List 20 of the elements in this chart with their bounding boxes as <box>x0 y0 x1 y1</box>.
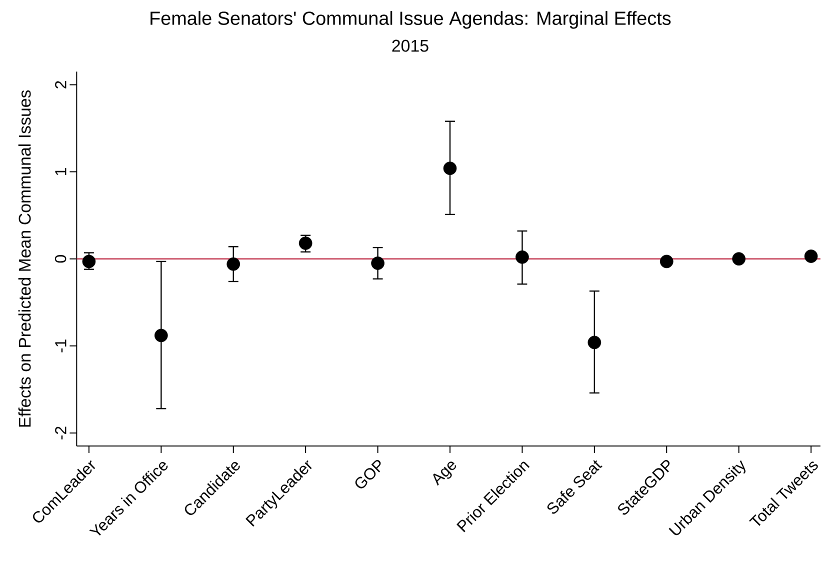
y-axis-title: Effects on Predicted Mean Communal Issues <box>18 90 31 427</box>
point <box>588 336 602 350</box>
point <box>371 256 384 270</box>
point <box>443 162 457 176</box>
y-tick-label: 1 <box>55 168 66 176</box>
point <box>732 252 746 266</box>
chart-title: Female Senators' Communal Issue Agendas: Marginal Effects <box>150 11 671 29</box>
point <box>298 236 312 250</box>
point <box>804 250 818 264</box>
point <box>660 255 674 268</box>
chart-subtitle: 2015 <box>392 40 428 52</box>
point <box>82 255 96 268</box>
point <box>154 329 168 342</box>
x-tick-label: Age <box>433 462 456 486</box>
y-tick-label: 2 <box>55 81 66 89</box>
point <box>516 250 529 264</box>
y-tick-label: -1 <box>55 340 66 353</box>
point <box>226 258 240 271</box>
y-tick-label: 0 <box>54 255 66 263</box>
y-tick-label: -2 <box>55 426 66 440</box>
